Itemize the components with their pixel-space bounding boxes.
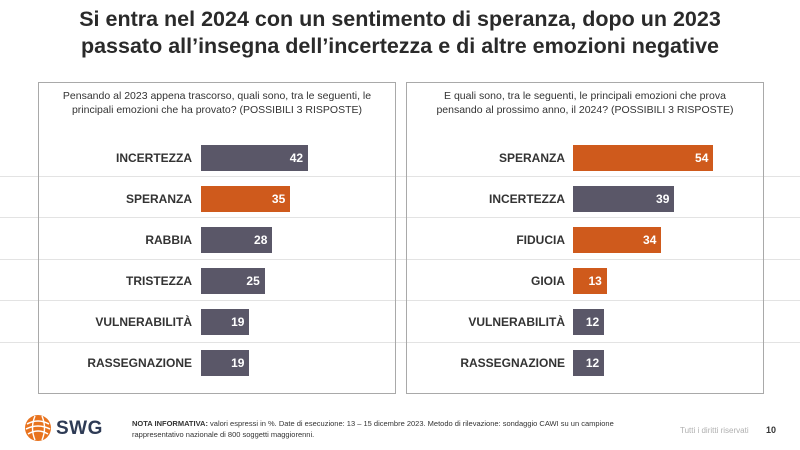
row-separator	[0, 176, 800, 177]
bar-value-label: 12	[585, 356, 600, 370]
bar: 39	[573, 186, 675, 212]
title-line-2: passato all’insegna dell’incertezza e di…	[80, 34, 720, 58]
bar-value-label: 28	[254, 233, 268, 247]
bar: 28	[201, 227, 273, 253]
page-number: 10	[766, 425, 777, 435]
category-label: RASSEGNAZIONE	[87, 356, 192, 370]
category-label: RABBIA	[145, 233, 192, 247]
chart-panel-2024: E quali sono, tra le seguenti, le princi…	[406, 82, 764, 394]
category-label: FIDUCIA	[516, 233, 565, 247]
chart-panel-2023: Pensando al 2023 appena trascorso, quali…	[38, 82, 396, 394]
bar-value-label: 35	[271, 192, 286, 206]
bar-value-label: 13	[588, 274, 602, 288]
category-label: TRISTEZZA	[126, 274, 192, 288]
bar-value-label: 19	[231, 315, 245, 329]
bar: 35	[201, 186, 291, 212]
row-separator	[0, 342, 800, 343]
bar: 42	[201, 145, 309, 171]
note-text: valori espressi in %. Date di esecuzione…	[132, 419, 614, 439]
title-line-1: Si entra nel 2024 con un sentimento di s…	[79, 7, 721, 31]
category-label: RASSEGNAZIONE	[460, 356, 565, 370]
bar-value-label: 12	[585, 315, 600, 329]
bar: 13	[573, 268, 607, 294]
bar: 19	[201, 309, 250, 335]
bar: 34	[573, 227, 662, 253]
page-title: Si entra nel 2024 con un sentimento di s…	[0, 6, 800, 60]
bar-value-label: 54	[695, 151, 709, 165]
category-label: SPERANZA	[498, 151, 565, 165]
question-line-1: Pensando al 2023 appena trascorso, quali…	[62, 90, 372, 102]
category-label: VULNERABILITÀ	[95, 315, 192, 329]
row-separator	[0, 259, 800, 260]
row-separator	[0, 300, 800, 301]
category-label: INCERTEZZA	[116, 151, 192, 165]
category-label: SPERANZA	[125, 192, 192, 206]
question-2023: Pensando al 2023 appena trascorso, quali…	[45, 89, 389, 117]
category-label: INCERTEZZA	[489, 192, 565, 206]
question-line-2: pensando al prossimo anno, il 2024? (POS…	[436, 104, 734, 116]
bar: 12	[573, 350, 605, 376]
category-label: GIOIA	[530, 274, 565, 288]
bar-value-label: 42	[289, 151, 304, 165]
rights-text: Tutti i diritti riservati	[680, 426, 749, 435]
swg-logo	[25, 415, 51, 441]
question-line-2: principali emozioni che ha provato? (POS…	[71, 104, 363, 116]
question-2024: E quali sono, tra le seguenti, le princi…	[413, 89, 757, 117]
footer-note: NOTA INFORMATIVA: valori espressi in %. …	[132, 418, 652, 440]
question-line-1: E quali sono, tra le seguenti, le princi…	[444, 90, 726, 102]
category-label: VULNERABILITÀ	[468, 315, 565, 329]
bar: 25	[201, 268, 265, 294]
logo-text: SWG	[56, 418, 103, 439]
bar: 12	[573, 309, 605, 335]
bar-value-label: 25	[246, 274, 260, 288]
bar: 54	[573, 145, 714, 171]
globe-icon	[25, 415, 51, 441]
bar-value-label: 34	[643, 233, 657, 247]
bar: 19	[201, 350, 250, 376]
row-separator	[0, 217, 800, 218]
note-label: NOTA INFORMATIVA:	[132, 419, 208, 428]
bar-value-label: 39	[656, 192, 670, 206]
bar-value-label: 19	[231, 356, 245, 370]
